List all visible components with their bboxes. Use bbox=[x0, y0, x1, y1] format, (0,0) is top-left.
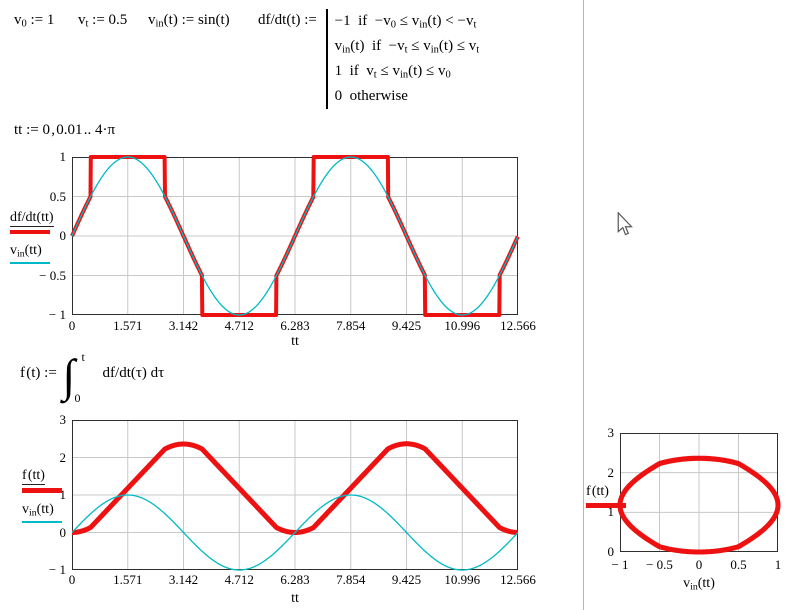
x-tick-label: 4.712 bbox=[224, 572, 254, 587]
x-tick-label: 1 bbox=[774, 557, 782, 572]
legend-line-sample bbox=[22, 521, 62, 523]
y-tick-label: 3 bbox=[59, 412, 67, 427]
x-tick-label: 0.5 bbox=[730, 557, 747, 572]
legend-line-sample bbox=[10, 262, 50, 264]
x-tick-label: 0 bbox=[68, 572, 76, 587]
x-tick-label: 9.425 bbox=[391, 572, 422, 587]
x-tick-label: 1.571 bbox=[113, 318, 143, 333]
x-tick-label: 1.571 bbox=[113, 572, 143, 587]
plot-dfdt-and-vin-vs-tt[interactable] bbox=[70, 155, 520, 317]
x-tick-label: 9.425 bbox=[391, 318, 422, 333]
legend-line-sample bbox=[586, 503, 626, 508]
f-curve bbox=[617, 455, 781, 555]
legend-trace-name: df/dt(tt) bbox=[10, 210, 54, 227]
integral-lower-limit: 0 bbox=[74, 391, 81, 405]
legend-trace-name: f (tt) bbox=[586, 484, 609, 499]
plot-f-vs-vin[interactable] bbox=[617, 433, 781, 555]
y-tick-label: 1 bbox=[607, 504, 615, 520]
y-tick-label: 0 bbox=[59, 524, 67, 540]
vin-curve bbox=[71, 494, 519, 571]
expr-vt-definition[interactable]: vt := 0.5 bbox=[78, 12, 128, 30]
y-tick-label: 2 bbox=[59, 449, 67, 465]
vin-curve bbox=[71, 156, 519, 316]
piecewise-row-1: −1 if −v0 ≤ vin(t) < −vt bbox=[334, 13, 477, 31]
y-tick-label: 3 bbox=[607, 425, 615, 440]
expr-dfdt-definition[interactable]: df/dt(t) := −1 if −v0 ≤ vin(t) < −vt vin… bbox=[258, 9, 480, 109]
plot-legend: f (tt) vin(tt) bbox=[22, 467, 62, 531]
y-tick-label: 0 bbox=[607, 544, 615, 559]
x-tick-label: 0 bbox=[68, 318, 76, 333]
x-tick-label: 10.996 bbox=[444, 318, 481, 333]
plot-legend: f (tt) bbox=[586, 483, 626, 516]
integral-upper-limit: t bbox=[81, 350, 85, 364]
piecewise-row-3: 1 if vt ≤ vin(t) ≤ v0 bbox=[334, 63, 451, 81]
x-tick-label: − 0.5 bbox=[646, 557, 673, 572]
x-tick-label: 6.283 bbox=[280, 572, 310, 587]
expr-vin-definition[interactable]: vin(t) := sin(t) bbox=[148, 12, 230, 30]
x-axis-label: tt bbox=[291, 591, 299, 606]
y-tick-label: 1 bbox=[59, 487, 67, 502]
piecewise-block: −1 if −v0 ≤ vin(t) < −vt vin(t) if −vt ≤… bbox=[325, 9, 480, 109]
legend-trace-name: vin(tt) bbox=[22, 502, 54, 519]
y-tick-label: 0.5 bbox=[49, 188, 66, 204]
x-tick-label: 12.566 bbox=[500, 572, 536, 587]
x-tick-label: 7.854 bbox=[336, 318, 366, 333]
x-tick-label: 4.712 bbox=[224, 318, 254, 333]
mouse-cursor bbox=[617, 212, 633, 236]
y-tick-label: 1 bbox=[59, 149, 67, 164]
expr-tt-range-definition[interactable]: tt := 0 , 0.01 .. 4·π bbox=[14, 122, 116, 138]
f-lhs: f (t) := bbox=[20, 365, 61, 381]
y-tick-label: 0 bbox=[59, 228, 67, 243]
integral-glyph: ∫ bbox=[62, 350, 76, 401]
x-tick-label: 7.854 bbox=[336, 572, 366, 587]
y-tick-label: 2 bbox=[607, 464, 615, 480]
legend-line-sample bbox=[22, 488, 62, 493]
y-tick-label: − 1 bbox=[48, 307, 66, 322]
f-integrand: df/dt(τ) dτ bbox=[102, 365, 165, 381]
x-tick-label: 12.566 bbox=[500, 318, 536, 333]
x-tick-label: 3.142 bbox=[168, 572, 199, 587]
x-tick-label: 6.283 bbox=[280, 318, 310, 333]
y-tick-label: − 1 bbox=[48, 562, 66, 577]
expr-v0-definition[interactable]: v0 := 1 bbox=[14, 12, 55, 30]
plot-f-and-vin-vs-tt[interactable] bbox=[69, 420, 520, 571]
x-tick-label: 10.996 bbox=[444, 572, 481, 587]
legend-line-sample bbox=[10, 230, 50, 234]
x-axis-label: vin(tt) bbox=[683, 576, 715, 593]
piecewise-row-4: 0 otherwise bbox=[334, 88, 408, 104]
expr-f-integral-definition[interactable]: f (t) := ∫ t 0 df/dt(τ) dτ bbox=[20, 350, 165, 405]
plot-border bbox=[72, 420, 518, 570]
x-tick-label: − 1 bbox=[611, 557, 629, 572]
legend-trace-name: f (tt) bbox=[22, 468, 45, 485]
y-tick-label: − 0.5 bbox=[39, 267, 66, 283]
x-tick-label: 0 bbox=[695, 557, 703, 572]
x-tick-label: 3.142 bbox=[168, 318, 199, 333]
legend-trace-name: vin(tt) bbox=[10, 243, 42, 260]
x-axis-label: tt bbox=[291, 334, 299, 349]
plot-legend: df/dt(tt) vin(tt) bbox=[10, 209, 54, 272]
page-break-line bbox=[583, 0, 584, 610]
integral-sign: ∫ t 0 bbox=[62, 350, 93, 405]
dfdt-lhs: df/dt(t) := bbox=[258, 12, 321, 28]
piecewise-row-2: vin(t) if −vt ≤ vin(t) ≤ vt bbox=[334, 38, 480, 56]
